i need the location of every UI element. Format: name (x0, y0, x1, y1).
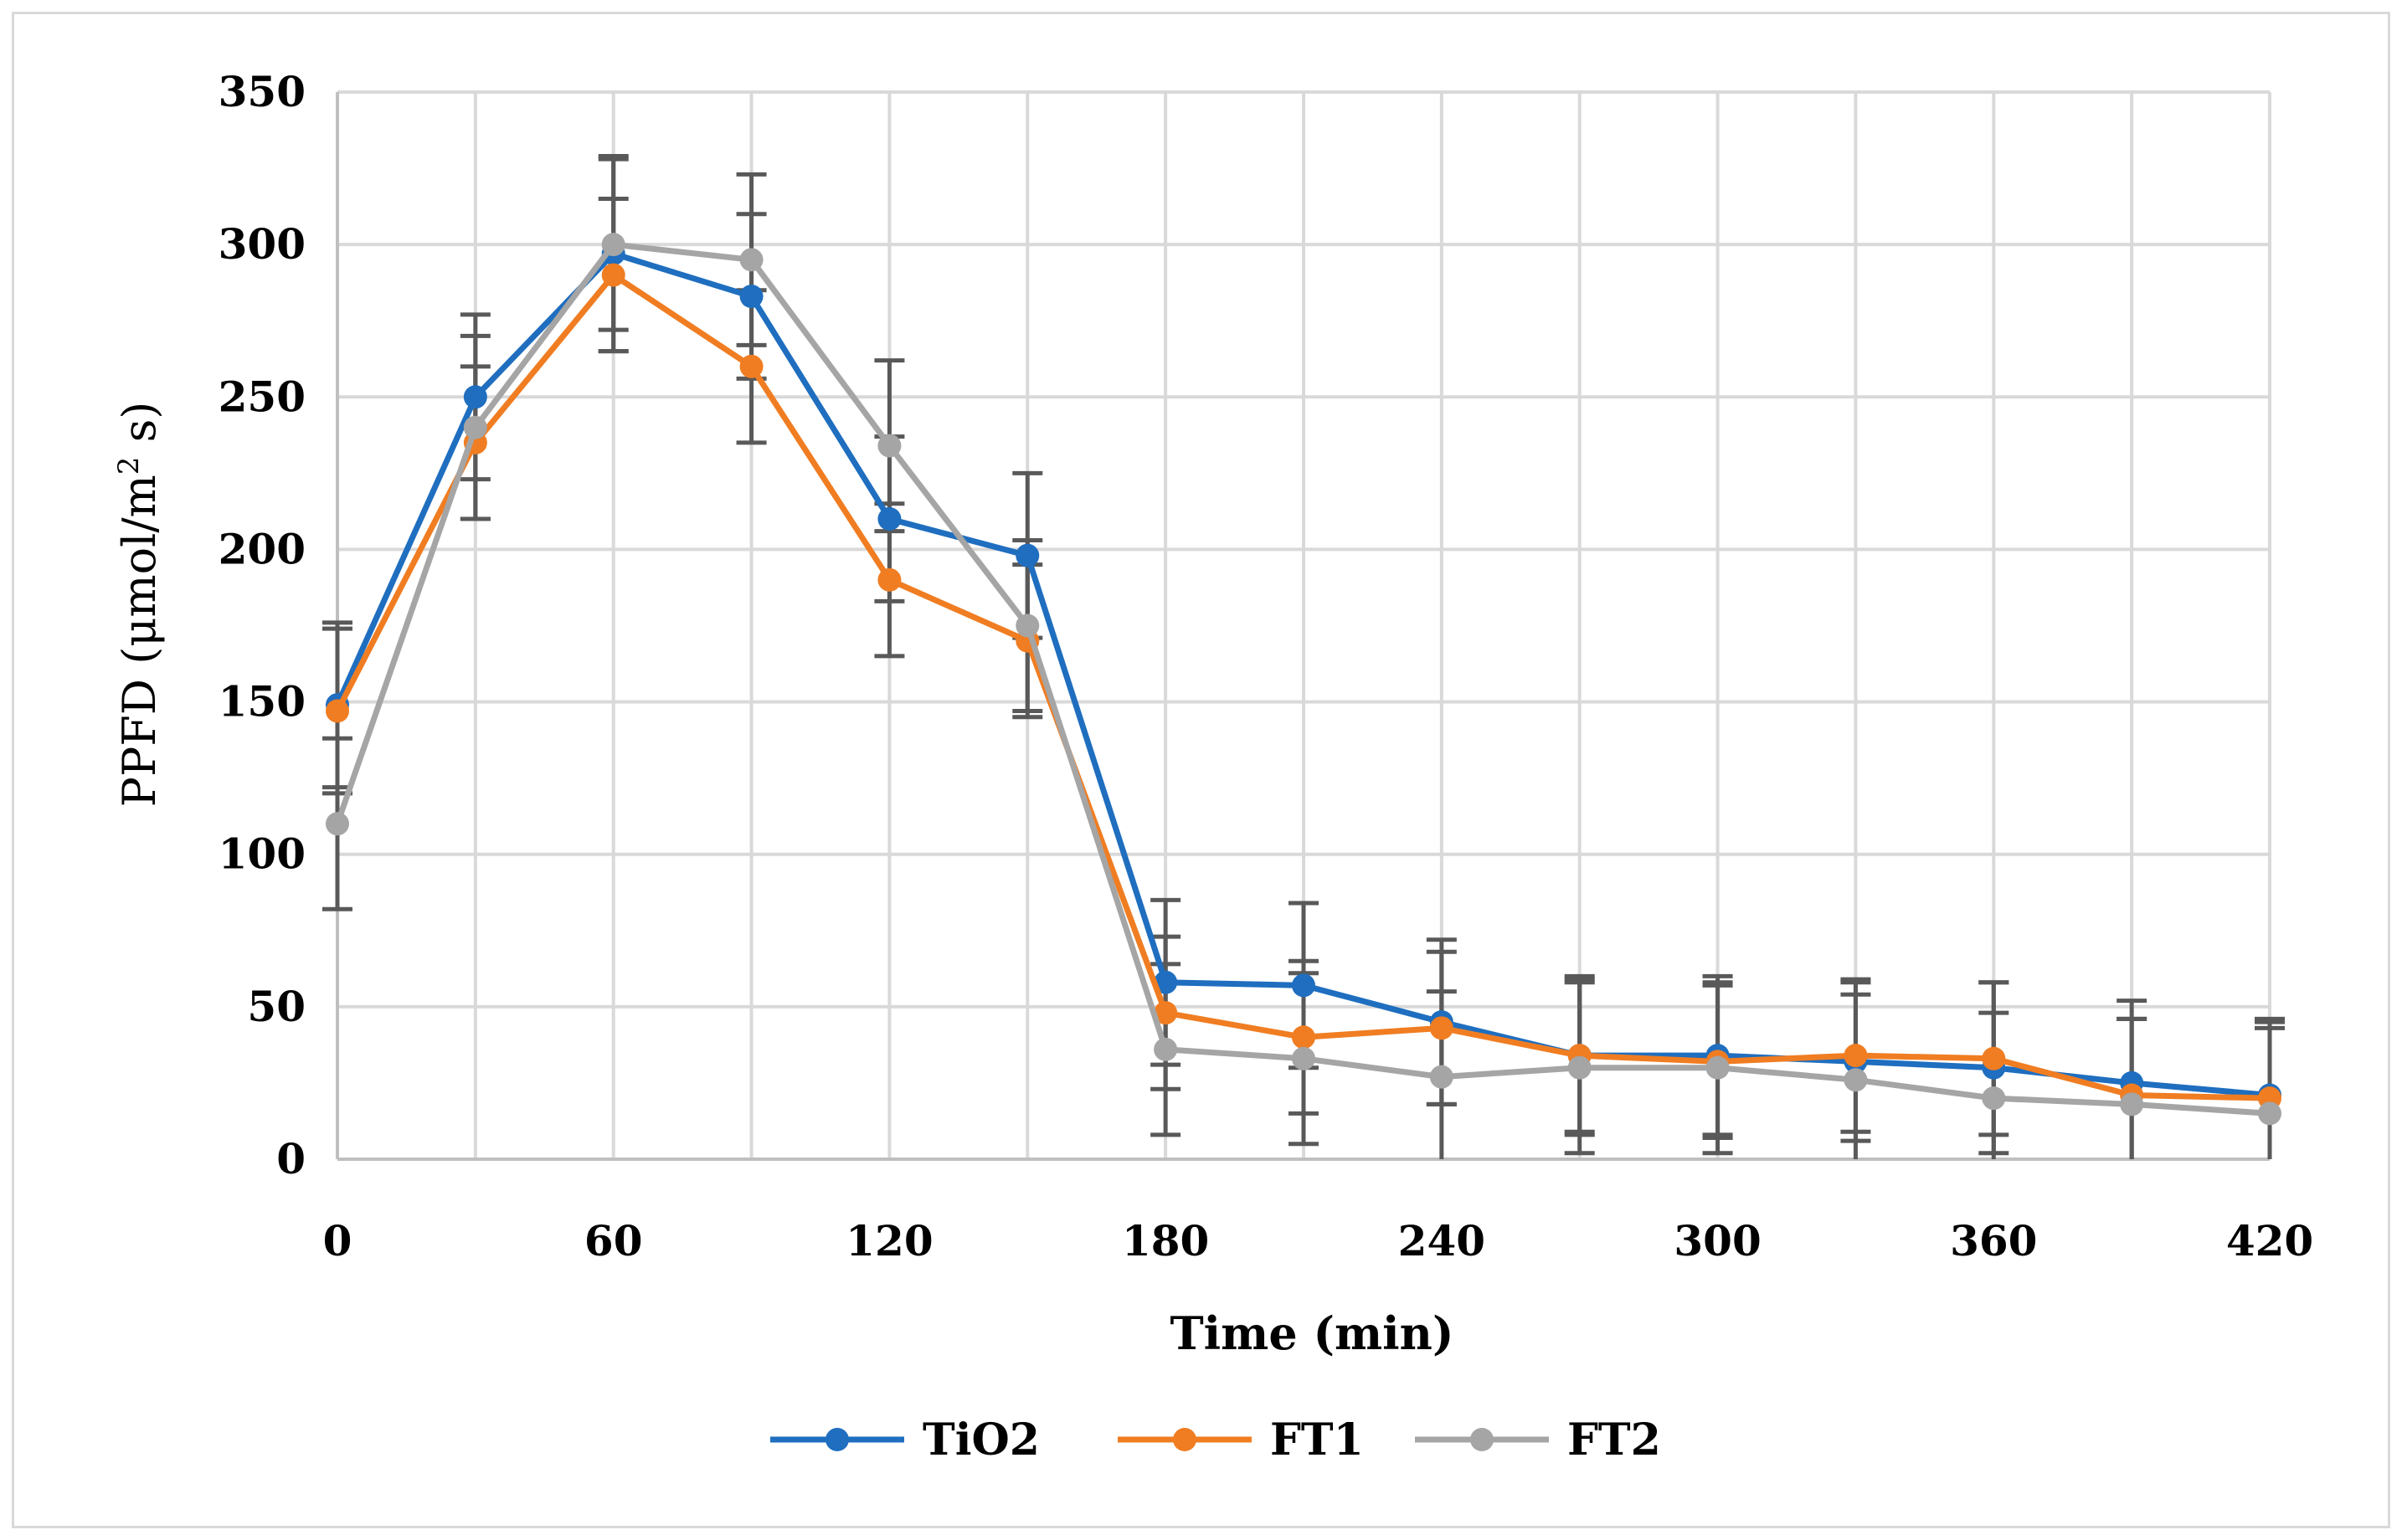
data-point-ft2 (1567, 1055, 1592, 1080)
y-axis-title-superscript: 2 (112, 457, 146, 475)
y-tick-label: 150 (219, 677, 306, 726)
x-tick-label: 180 (1122, 1216, 1209, 1265)
x-tick-label: 120 (846, 1216, 933, 1265)
y-tick-label: 200 (219, 524, 306, 573)
y-tick-label: 350 (219, 67, 306, 116)
x-axis-title: Time (min) (1170, 1306, 1453, 1360)
x-tick-label: 0 (323, 1216, 352, 1265)
legend-item-ft1: FT1 (1118, 1414, 1364, 1466)
data-point-ft2 (1844, 1068, 1868, 1092)
tick-labels: 0 50 100 150 200 250 300 350 0 60 120 180 240 300 360 4… (219, 67, 2314, 1265)
x-tick-label: 300 (1674, 1216, 1761, 1265)
data-point-tio2 (463, 385, 487, 409)
y-axis-title-main: PPFD (μmol/m (113, 475, 166, 807)
error-bar (1978, 1010, 2009, 1159)
legend-marker-tio2 (826, 1428, 849, 1451)
data-point-ft2 (1982, 1086, 2006, 1111)
data-point-tio2 (1292, 973, 1315, 998)
data-point-ft1 (1292, 1025, 1315, 1050)
x-tick-label: 240 (1398, 1216, 1485, 1265)
data-point-ft1 (326, 699, 349, 723)
data-point-ft2 (1016, 613, 1040, 638)
legend-label-tio2: TiO2 (923, 1414, 1040, 1466)
data-point-ft2 (601, 233, 625, 257)
data-point-tio2 (1016, 543, 1040, 567)
data-point-ft2 (1292, 1046, 1315, 1070)
data-point-ft2 (877, 434, 902, 458)
y-tick-label: 50 (247, 982, 306, 1031)
data-point-ft1 (601, 263, 625, 287)
data-point-ft2 (2258, 1101, 2281, 1126)
legend-item-tio2: TiO2 (770, 1414, 1040, 1466)
data-point-ft1 (739, 354, 764, 378)
data-point-ft1 (1982, 1046, 2006, 1070)
data-point-tio2 (877, 507, 902, 531)
x-tick-label: 360 (1950, 1216, 2037, 1265)
legend-label-ft2: FT2 (1567, 1414, 1661, 1466)
data-point-ft2 (739, 248, 764, 272)
y-axis-title: PPFD (μmol/m2 s) (112, 402, 166, 808)
legend-marker-ft1 (1173, 1428, 1196, 1451)
data-point-ft2 (1429, 1065, 1453, 1089)
legend-label-ft1: FT1 (1270, 1414, 1364, 1466)
legend-item-ft2: FT2 (1415, 1414, 1661, 1466)
y-tick-label: 250 (219, 372, 306, 421)
legend-marker-ft2 (1470, 1428, 1494, 1451)
data-point-ft2 (326, 812, 349, 836)
data-point-ft2 (1705, 1055, 1730, 1080)
y-axis-title-end: s) (113, 402, 166, 457)
x-tick-label: 60 (584, 1216, 643, 1265)
data-point-tio2 (739, 285, 764, 309)
data-point-ft1 (877, 567, 902, 592)
data-point-ft1 (1154, 1001, 1178, 1025)
data-point-ft2 (2120, 1092, 2144, 1116)
data-point-ft2 (1154, 1037, 1178, 1061)
y-tick-label: 0 (276, 1134, 306, 1183)
data-point-ft1 (1844, 1044, 1868, 1068)
y-tick-label: 100 (219, 829, 306, 879)
series-lines (326, 233, 2281, 1126)
data-point-tio2 (1154, 970, 1178, 994)
y-tick-label: 300 (219, 219, 306, 269)
data-point-ft1 (1429, 1016, 1453, 1040)
data-point-ft2 (463, 415, 487, 439)
x-tick-label: 420 (2226, 1216, 2313, 1265)
legend: TiO2 FT1 FT2 (770, 1414, 1661, 1466)
